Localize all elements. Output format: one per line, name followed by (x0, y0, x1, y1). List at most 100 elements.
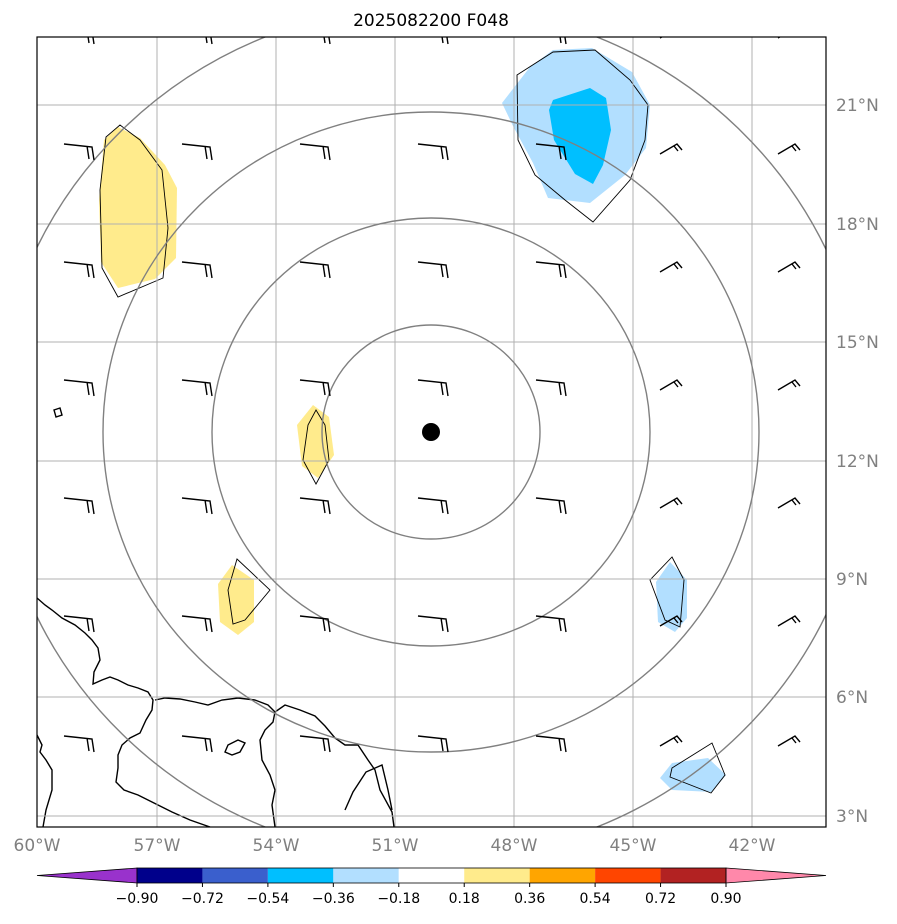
wind-barb (777, 615, 801, 627)
colorbar-swatch (595, 868, 661, 883)
wind-barb (181, 615, 213, 633)
wind-barb (299, 735, 331, 753)
wind-barb (559, 37, 567, 45)
wind-barb (535, 379, 567, 397)
coastline-island (224, 739, 246, 756)
map-content (37, 37, 826, 827)
wind-barb (63, 615, 95, 633)
wind-barb (659, 497, 683, 509)
colorbar-swatch (267, 868, 334, 883)
colorbar-swatch (660, 868, 726, 883)
lon-label: 57°W (134, 836, 181, 856)
wind-barb (87, 37, 95, 45)
colorbar-swatch (202, 868, 268, 883)
colorbar-label: 0.72 (645, 891, 676, 907)
lon-label: 60°W (14, 836, 61, 856)
colorbar-label: −0.54 (246, 891, 289, 907)
wind-barb (417, 735, 449, 753)
colorbar-label: 0.54 (580, 891, 611, 907)
colorbar-label: −0.18 (377, 891, 420, 907)
gridlines (37, 37, 826, 827)
wind-barb (63, 143, 95, 161)
anomaly-contours (99, 49, 726, 794)
wind-barb (777, 143, 801, 155)
wind-barb (299, 261, 331, 279)
lon-label: 48°W (491, 836, 538, 856)
colorbar-swatch (529, 868, 596, 883)
wind-barb (299, 143, 331, 161)
positive-anomaly-center-west (297, 405, 334, 478)
wind-barb (181, 261, 213, 279)
wind-barb (299, 615, 331, 633)
wind-barb (777, 261, 801, 273)
wind-barb (441, 37, 449, 45)
colorbar-label: −0.36 (312, 891, 355, 907)
colorbar: −0.90 −0.72 −0.54 −0.36 −0.18 0.18 0.36 0.54 0.7… (36, 867, 827, 907)
wind-barbs (63, 37, 801, 753)
range-ring-2 (211, 217, 651, 647)
contour-center-west (302, 409, 330, 485)
coastline-mainland (37, 597, 211, 827)
wind-barb (535, 497, 567, 515)
lat-labels: 3°N 6°N 9°N 12°N 15°N 18°N 21°N (836, 96, 879, 827)
wind-barb (777, 497, 801, 509)
wind-barb (63, 497, 95, 515)
colorbar-label: −0.72 (181, 891, 224, 907)
wind-barb (535, 615, 567, 633)
map-title: 2025082200 F048 (353, 11, 509, 31)
wind-barb (659, 143, 683, 155)
lon-labels: 60°W 57°W 54°W 51°W 48°W 45°W 42°W (14, 836, 776, 856)
map-frame (36, 36, 827, 828)
negative-anomaly-southeast (660, 758, 726, 792)
lat-label: 6°N (836, 688, 868, 708)
contour-southeast (669, 742, 726, 794)
lon-label: 45°W (610, 836, 657, 856)
wind-barb (63, 735, 95, 753)
colorbar-label: −0.90 (116, 891, 159, 907)
wind-barb (181, 735, 213, 753)
coastline-marajo (344, 764, 393, 811)
lat-label: 12°N (836, 452, 879, 472)
coastline-western-edge (37, 734, 53, 827)
contour-southwest (227, 558, 271, 625)
contour-northwest (99, 124, 169, 298)
lon-label: 42°W (729, 836, 776, 856)
coastline-small-island (53, 407, 63, 418)
wind-barb (777, 379, 801, 391)
lon-label: 51°W (372, 836, 419, 856)
positive-anomaly-southwest (218, 565, 254, 635)
wind-barb (659, 735, 683, 747)
lat-label: 15°N (836, 333, 879, 353)
range-rings (37, 37, 826, 827)
colorbar-swatch (464, 868, 530, 883)
wind-barb (63, 261, 95, 279)
wind-barb (181, 379, 213, 397)
wind-barb (181, 143, 213, 161)
wind-barb (659, 261, 683, 273)
wind-barb (323, 37, 331, 45)
wind-barb (535, 261, 567, 279)
wind-barb (417, 379, 449, 397)
contour-northeast (516, 49, 649, 223)
colorbar-swatch (137, 868, 203, 883)
range-ring-3 (102, 111, 760, 753)
negative-anomaly-northeast-core (549, 88, 611, 184)
lat-label: 18°N (836, 215, 879, 235)
coastline (37, 407, 395, 827)
lon-label: 54°W (253, 836, 300, 856)
wind-barb (659, 615, 683, 627)
wind-barb (777, 735, 801, 747)
storm-center-marker (422, 423, 440, 441)
coastline-amapa (274, 704, 395, 827)
lat-label: 9°N (836, 570, 868, 590)
lat-label: 21°N (836, 96, 879, 116)
wind-barb (417, 143, 449, 161)
colorbar-label: 0.18 (449, 891, 480, 907)
colorbar-extension-high (725, 867, 827, 884)
colorbar-frame (136, 867, 727, 884)
colorbar-extension-low (36, 867, 138, 884)
wind-barb (299, 497, 331, 515)
wind-barb (63, 379, 95, 397)
colorbar-swatch (333, 868, 399, 883)
